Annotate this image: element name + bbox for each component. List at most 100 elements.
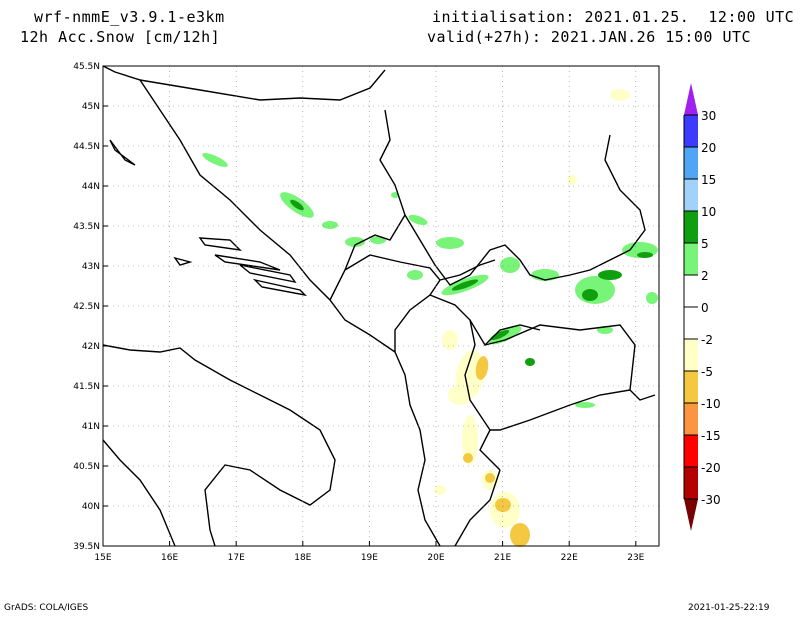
lat-label: 44.5N xyxy=(73,142,100,152)
snow-contour xyxy=(525,358,535,366)
colorbar-swatch xyxy=(684,115,698,147)
snow-contour xyxy=(582,289,598,301)
lat-label: 43.5N xyxy=(73,222,100,232)
snow-contour xyxy=(408,214,428,226)
snow-contour xyxy=(391,192,399,198)
lat-label: 44N xyxy=(82,182,100,192)
lon-label: 19E xyxy=(361,553,378,563)
snow-contour xyxy=(598,270,622,280)
colorbar-label: -10 xyxy=(701,397,721,411)
colorbar-swatch xyxy=(684,211,698,243)
valid-time: valid(+27h): 2021.JAN.26 15:00 UTC xyxy=(427,28,752,46)
colorbar-arrow-top xyxy=(684,83,698,115)
snow-contour xyxy=(510,523,530,547)
snow-contour xyxy=(495,498,511,512)
snow-contour xyxy=(345,237,365,247)
colorbar-swatch xyxy=(684,179,698,211)
island xyxy=(252,278,308,297)
colorbar-arrow-bottom xyxy=(684,499,698,531)
lat-label: 42N xyxy=(82,342,100,352)
island xyxy=(214,254,281,271)
colorbar-label: 5 xyxy=(701,237,709,251)
lat-label: 43N xyxy=(82,262,100,272)
colorbar-swatch xyxy=(684,467,698,499)
footer-credit: GrADS: COLA/IGES xyxy=(4,603,89,613)
island xyxy=(109,139,136,166)
snow-contour xyxy=(202,153,228,167)
lat-label: 39.5N xyxy=(73,542,100,552)
lon-label: 23E xyxy=(627,553,644,563)
colorbar-label: 20 xyxy=(701,141,716,155)
colorbar-swatch xyxy=(684,147,698,179)
colorbar-label: -20 xyxy=(701,461,721,475)
field-title: 12h Acc.Snow [cm/12h] xyxy=(20,28,221,46)
lat-label: 40N xyxy=(82,502,100,512)
colorbar-label: -15 xyxy=(701,429,721,443)
snow-contour xyxy=(646,292,658,304)
snow-contour xyxy=(407,270,423,280)
lon-label: 21E xyxy=(494,553,511,563)
snow-contour xyxy=(451,279,479,291)
colorbar-label: 30 xyxy=(701,109,716,123)
latitude-labels: 45.5N 45N 44.5N 44N 43.5N 43N 42.5N 42N 41.5N 41N… xyxy=(73,62,108,552)
lat-label: 45N xyxy=(82,102,100,112)
snow-contour xyxy=(322,221,338,229)
footer-timestamp: 2021-01-25-22:19 xyxy=(688,603,770,613)
colorbar-label: 10 xyxy=(701,205,716,219)
italy-coast xyxy=(102,344,336,547)
albania-border xyxy=(464,319,501,471)
lat-label: 40.5N xyxy=(73,462,100,472)
colorbar-swatch xyxy=(684,339,698,371)
snow-contour xyxy=(531,269,559,281)
colorbar-label: 0 xyxy=(701,301,709,315)
snow-contour xyxy=(462,415,478,465)
snow-contour xyxy=(442,330,458,350)
lon-label: 16E xyxy=(161,553,178,563)
snow-contour xyxy=(567,175,577,185)
island xyxy=(239,264,297,284)
colorbar-label: -5 xyxy=(701,365,713,379)
montenegro-border xyxy=(344,254,441,352)
colorbar-swatch xyxy=(684,243,698,275)
map-frame xyxy=(102,65,660,547)
snow-contour xyxy=(575,402,595,408)
lat-label: 45.5N xyxy=(73,62,100,72)
snow-contour xyxy=(500,257,520,273)
snow-contour xyxy=(475,356,489,380)
lat-label: 42.5N xyxy=(73,302,100,312)
italy-coast-south xyxy=(102,439,176,547)
colorbar-swatch xyxy=(684,435,698,467)
macedonia-border xyxy=(484,324,636,431)
lon-label: 20E xyxy=(427,553,444,563)
colorbar-swatch xyxy=(684,371,698,403)
snow-contour xyxy=(436,237,464,249)
snow-contour xyxy=(434,485,446,495)
graticule xyxy=(103,66,659,546)
lon-label: 17E xyxy=(228,553,245,563)
colorbar-swatch xyxy=(684,403,698,435)
snow-contour xyxy=(610,89,630,101)
colorbar-label: -30 xyxy=(701,493,721,507)
snow-contour xyxy=(637,252,653,258)
island xyxy=(173,256,193,266)
colorbar-label: 2 xyxy=(701,269,709,283)
island xyxy=(198,237,242,251)
greece-border xyxy=(454,389,656,547)
snow-field xyxy=(202,89,658,547)
coastlines-borders xyxy=(102,65,656,547)
snow-contour xyxy=(463,453,473,463)
colorbar-label: -2 xyxy=(701,333,713,347)
colorbar-swatch xyxy=(684,275,698,307)
init-time: initialisation: 2021.01.25. 12:00 UTC xyxy=(432,8,795,26)
snow-contour xyxy=(575,276,615,304)
colorbar-label: 15 xyxy=(701,173,716,187)
bosnia-border xyxy=(139,69,406,301)
snow-contour xyxy=(290,199,304,211)
snow-contour xyxy=(485,473,495,483)
snow-contour xyxy=(490,329,510,341)
lon-label: 15E xyxy=(94,553,111,563)
snow-contour xyxy=(448,385,472,405)
longitude-labels: 15E 16E 17E 18E 19E 20E 21E 22E 23E xyxy=(94,541,645,563)
